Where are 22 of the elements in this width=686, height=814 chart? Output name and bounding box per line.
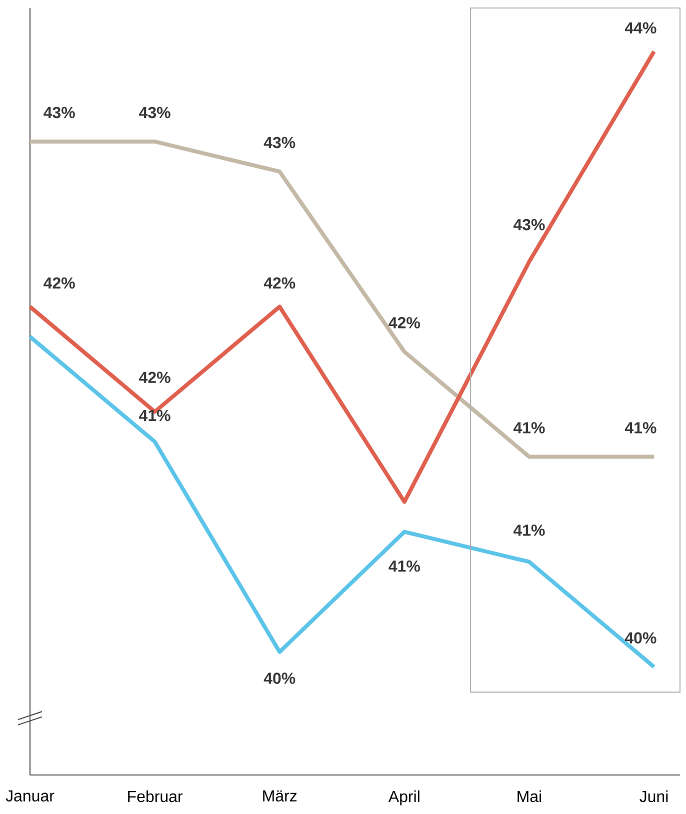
data-label: 42% (388, 317, 420, 328)
data-label: 43% (44, 106, 75, 118)
x-tick-label: Juni (640, 790, 668, 802)
x-tick-label: April (388, 790, 420, 806)
data-label: 41% (139, 410, 170, 422)
data-label: 44% (624, 22, 656, 34)
data-label: 41% (513, 524, 545, 536)
x-tick-label: Mai (518, 790, 542, 802)
data-label: 42% (139, 372, 170, 384)
x-tick-label: März (263, 790, 297, 802)
data-label: 43% (513, 218, 545, 230)
data-label: 40% (264, 672, 296, 684)
x-tick-label: Februar (128, 790, 183, 802)
data-label: 41% (513, 422, 545, 434)
data-label: 42% (44, 277, 75, 289)
data-label: 42% (264, 277, 296, 289)
data-label: 41% (624, 422, 656, 434)
data-label: 41% (388, 560, 420, 572)
x-tick-label: Januar (6, 790, 54, 802)
data-label: 43% (264, 136, 296, 148)
data-label: 43% (139, 106, 170, 118)
data-label: 40% (624, 632, 656, 644)
